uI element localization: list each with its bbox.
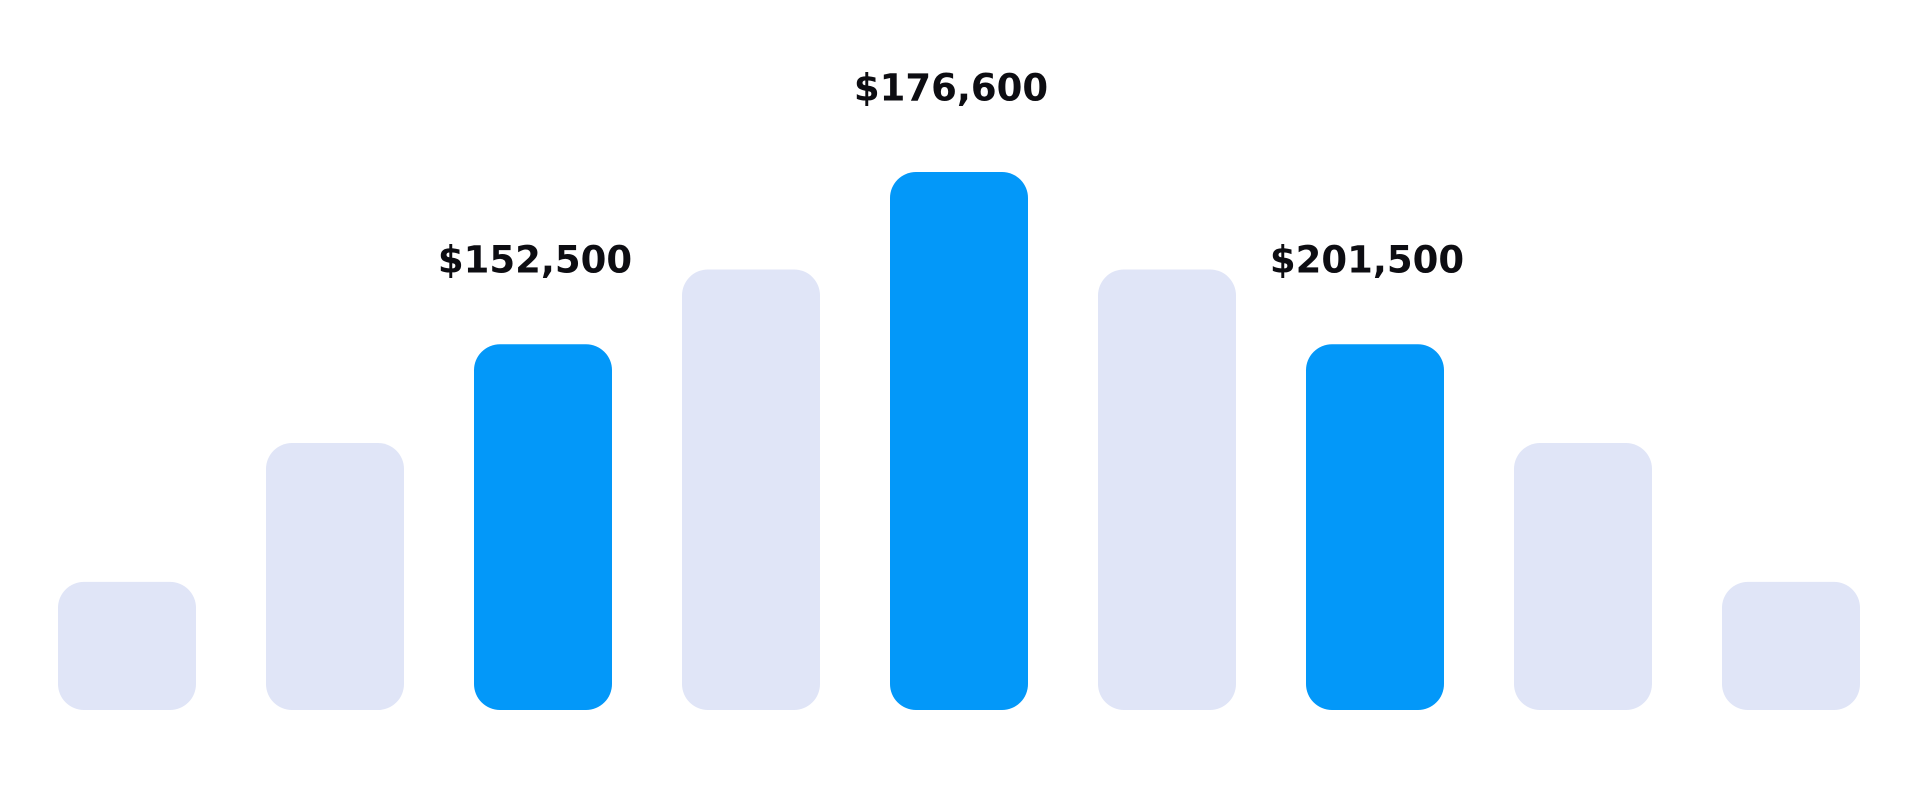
data-label-bar-5: $176,600 (854, 67, 1048, 110)
bar-5 (890, 172, 1028, 710)
data-label-bar-7: $201,500 (1270, 239, 1464, 282)
bar-3 (474, 344, 612, 710)
bar-6 (1098, 269, 1236, 710)
bar-2 (266, 443, 404, 710)
bar-7 (1306, 344, 1444, 710)
data-label-bar-3: $152,500 (438, 239, 632, 282)
data-labels-group: $152,500 $176,600 $201,500 (438, 67, 1464, 282)
bars-group (58, 172, 1860, 710)
bar-9 (1722, 581, 1860, 710)
bar-4 (682, 269, 820, 710)
bar-1 (58, 581, 196, 710)
bar-8 (1514, 443, 1652, 710)
